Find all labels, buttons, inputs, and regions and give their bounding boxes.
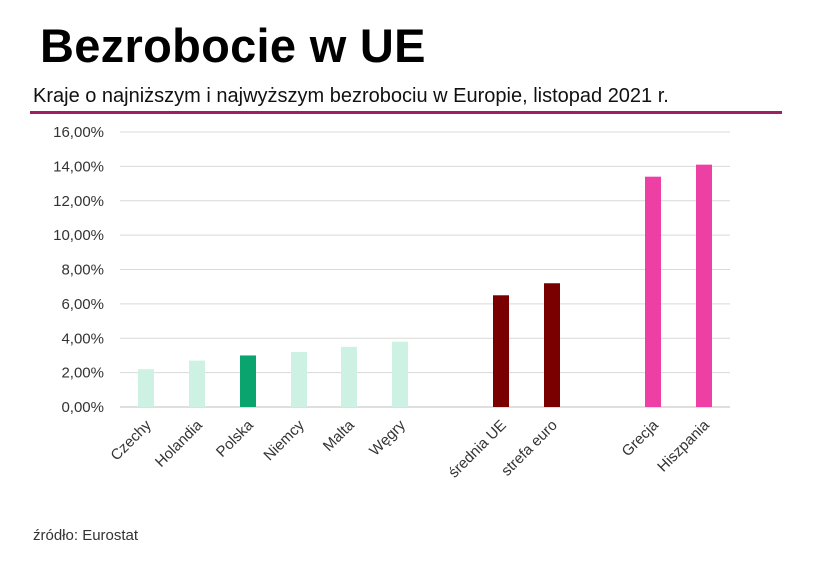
x-category-label: średnia UE [445,417,509,481]
chart-title: Bezrobocie w UE [40,19,426,72]
x-category-label: Czechy [107,416,155,464]
x-category-label: Hiszpania [654,416,713,475]
x-category-label: Polska [213,416,257,460]
x-category-label: Grecja [619,416,663,460]
y-axis-tick-labels: 0,00% 2,00% 4,00% 6,00% 8,00% 10,00% 12,00% 14,… [53,124,104,416]
chart-subtitle: Kraje o najniższym i najwyższym bezroboc… [33,85,669,107]
bar-6 [493,295,509,407]
bar-5 [392,341,408,407]
bar-4 [341,346,357,407]
y-tick-label: 16,00% [53,124,104,141]
x-category-label: Malta [320,416,358,454]
y-tick-label: 0,00% [61,399,104,416]
bar-9 [696,164,712,407]
y-tick-label: 4,00% [61,330,104,347]
bar-7 [544,283,560,407]
gridlines [120,131,730,408]
bars [138,164,712,407]
bar-3 [291,352,307,407]
x-category-label: strefa euro [498,417,561,480]
y-tick-label: 8,00% [61,262,104,279]
x-category-label: Niemcy [260,416,308,464]
title-divider [30,111,782,114]
y-tick-label: 6,00% [61,296,104,313]
bar-1 [189,360,205,407]
y-tick-label: 12,00% [53,193,104,210]
bar-8 [645,176,661,407]
bar-2 [240,355,256,407]
y-tick-label: 14,00% [53,158,104,175]
y-tick-label: 10,00% [53,227,104,244]
source-note: źródło: Eurostat [33,527,139,544]
bar-0 [138,369,154,407]
x-category-label: Holandia [152,416,206,470]
x-category-label: Węgry [366,416,409,459]
y-tick-label: 2,00% [61,365,104,382]
